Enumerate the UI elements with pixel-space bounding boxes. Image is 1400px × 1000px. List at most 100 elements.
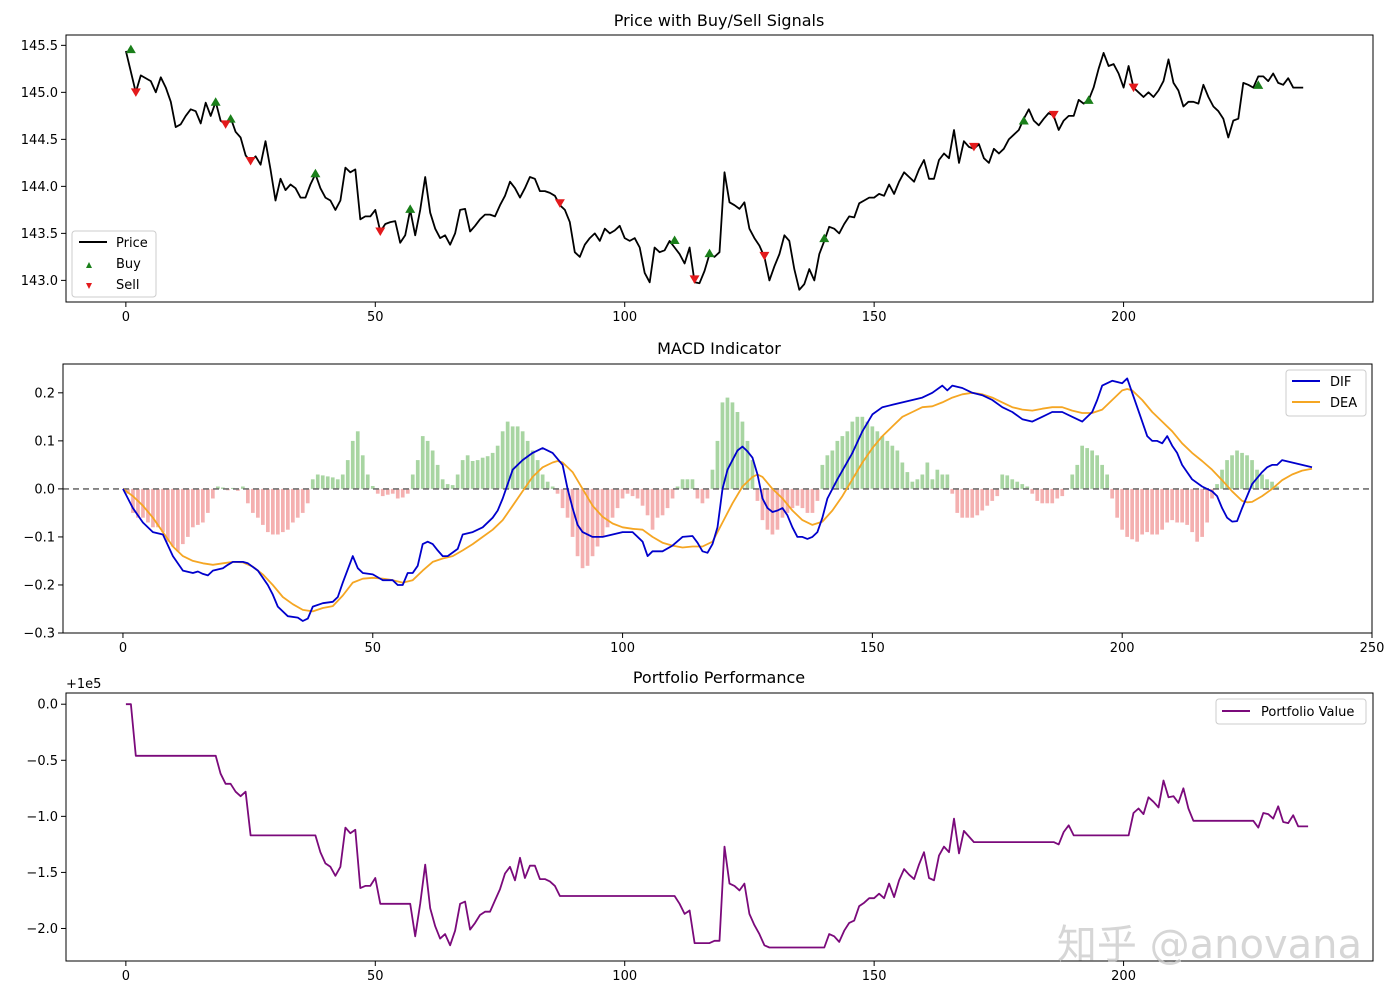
watermark-text: 知乎 @anovana — [1057, 922, 1362, 968]
macd-histogram-bar — [310, 479, 315, 489]
macd-histogram-bar — [1145, 488, 1149, 533]
macd-histogram-bar — [231, 487, 235, 489]
price-xtick-label: 200 — [1111, 310, 1136, 325]
buy-signal-marker — [669, 235, 680, 244]
macd-ytick-label: 0.0 — [34, 482, 55, 497]
macd-histogram-bar — [745, 440, 750, 489]
macd-histogram-bar — [156, 488, 160, 528]
macd-histogram-bar — [196, 488, 200, 525]
macd-histogram-bar — [700, 488, 705, 504]
macd-histogram-bar — [1225, 460, 1229, 489]
macd-histogram-bar — [435, 464, 440, 489]
macd-histogram-bar — [1045, 488, 1050, 504]
macd-histogram-bar — [530, 450, 535, 489]
macd-histogram-bar — [600, 488, 605, 537]
macd-histogram-bar — [1270, 481, 1274, 489]
price-xtick-label: 50 — [367, 310, 384, 325]
macd-histogram-bar — [940, 474, 945, 489]
legend-price-label: Price — [116, 236, 148, 251]
macd-histogram-bar — [385, 488, 390, 495]
macd-histogram-bar — [206, 488, 210, 513]
macd-ytick-label: −0.3 — [23, 627, 55, 642]
portfolio-xtick-label: 0 — [122, 969, 130, 984]
macd-histogram-bar — [1020, 484, 1025, 489]
macd-histogram-bar — [410, 474, 415, 489]
portfolio-ytick-label: 0.0 — [37, 698, 58, 713]
macd-histogram-bar — [675, 486, 680, 489]
macd-histogram-bar — [1210, 488, 1214, 499]
macd-histogram-bar — [1245, 455, 1249, 489]
macd-histogram-bar — [126, 488, 130, 494]
legend-portfolio-label: Portfolio Value — [1261, 705, 1354, 720]
macd-histogram-bar — [795, 488, 800, 506]
macd-histogram-bar — [750, 460, 755, 489]
macd-histogram-bar — [880, 436, 885, 489]
macd-histogram-bar — [1095, 455, 1099, 489]
macd-histogram-bar — [300, 488, 305, 513]
portfolio-ytick-label: −2.0 — [26, 922, 58, 937]
macd-histogram-bar — [590, 488, 595, 557]
macd-axes-frame — [62, 363, 1373, 634]
macd-histogram-bar — [905, 472, 910, 489]
macd-histogram-bar — [1040, 488, 1045, 504]
buy-signal-marker — [1018, 116, 1029, 125]
buy-signal-marker — [125, 44, 136, 54]
macd-histogram-bar — [660, 488, 665, 516]
portfolio-chart-title: Portfolio Performance — [633, 668, 805, 687]
macd-ytick-label: −0.1 — [23, 530, 55, 545]
macd-histogram-bar — [1085, 448, 1089, 489]
macd-histogram-bar — [945, 474, 950, 489]
macd-ytick-label: −0.2 — [23, 578, 55, 593]
macd-histogram-bar — [825, 455, 830, 489]
macd-histogram-bar — [645, 488, 650, 516]
macd-histogram-bar — [765, 488, 770, 530]
macd-xtick-label: 250 — [1360, 641, 1385, 656]
macd-ytick-label: 0.1 — [34, 434, 55, 449]
macd-histogram-bar — [191, 488, 195, 528]
macd-histogram-bar — [460, 460, 465, 489]
macd-histogram-bar — [895, 450, 900, 489]
buy-signal-marker — [819, 233, 830, 243]
macd-histogram-bar — [1195, 488, 1199, 542]
macd-histogram-bar — [350, 440, 355, 489]
sell-signal-marker — [1048, 110, 1059, 120]
sell-signal-marker — [220, 120, 231, 129]
macd-histogram-bar — [620, 488, 625, 499]
macd-histogram-bar — [465, 455, 470, 489]
macd-marks — [63, 377, 1372, 622]
macd-histogram-bar — [1185, 488, 1189, 525]
macd-histogram-bar — [720, 402, 725, 489]
macd-histogram-bar — [800, 488, 805, 509]
sell-signal-marker — [1128, 83, 1139, 93]
macd-histogram-bar — [565, 488, 570, 518]
macd-histogram-bar — [251, 488, 255, 513]
macd-histogram-bar — [975, 488, 980, 516]
macd-histogram-bar — [540, 474, 545, 489]
macd-histogram-bar — [380, 488, 385, 497]
sell-signal-marker — [130, 88, 141, 97]
macd-histogram-bar — [610, 488, 615, 518]
macd-histogram-bar — [1035, 488, 1040, 501]
macd-histogram-bar — [730, 402, 735, 489]
price-legend: Price Buy Sell — [71, 230, 157, 298]
macd-histogram-bar — [555, 488, 560, 494]
buy-signal-marker — [210, 97, 221, 106]
macd-chart-title: MACD Indicator — [657, 339, 781, 358]
macd-histogram-bar — [920, 474, 925, 489]
macd-histogram-bar — [890, 445, 895, 489]
macd-histogram-bar — [755, 488, 760, 501]
macd-histogram-bar — [1115, 488, 1119, 518]
macd-histogram-bar — [295, 488, 300, 518]
macd-histogram-bar — [450, 485, 455, 489]
macd-panel: MACD Indicator 0 50 100 150 200 250 −0.3 −0.2 −0… — [23, 339, 1384, 656]
macd-xtick-label: 50 — [364, 641, 381, 656]
macd-histogram-bar — [1030, 488, 1035, 494]
macd-histogram-bar — [780, 488, 785, 518]
macd-histogram-bar — [246, 488, 250, 504]
legend-buy-marker — [86, 262, 92, 268]
price-marks — [125, 44, 1304, 291]
macd-histogram-bar — [1070, 474, 1075, 489]
macd-histogram-bar — [221, 487, 225, 489]
macd-xtick-label: 200 — [1110, 641, 1135, 656]
portfolio-value-line — [125, 703, 1309, 949]
